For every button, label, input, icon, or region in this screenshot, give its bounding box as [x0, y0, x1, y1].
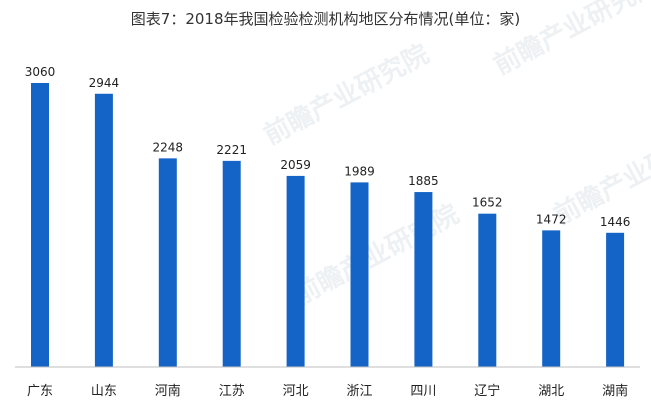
- bar-2: [94, 93, 113, 367]
- value-label: 1472: [536, 212, 567, 226]
- value-label: 2248: [153, 140, 184, 154]
- watermark-text: 前瞻产业研究院: [259, 38, 434, 151]
- category-label: 浙江: [346, 384, 372, 399]
- category-label: 湖南: [602, 383, 628, 399]
- bar-7: [414, 192, 433, 367]
- category-label: 河南: [155, 383, 181, 399]
- value-label: 3060: [25, 65, 56, 79]
- category-label: 四川: [410, 384, 436, 399]
- category-label: 湖北: [538, 384, 564, 399]
- value-label: 2944: [89, 76, 120, 90]
- bar-6: [350, 182, 369, 367]
- value-label: 2221: [216, 143, 247, 157]
- bar-1: [31, 83, 49, 367]
- bar-8: [478, 213, 497, 367]
- value-label: 2059: [280, 158, 311, 172]
- bars-group: 3060 广东 2944 山东 2248 河南 2221 江苏 2059 河北 1989 浙江 1885…: [25, 65, 631, 399]
- value-label: 1885: [408, 174, 439, 188]
- bar-4: [222, 160, 241, 367]
- category-label: 辽宁: [474, 383, 500, 399]
- chart-title: 图表7：2018年我国检验检测机构地区分布情况(单位：家): [130, 10, 521, 28]
- bar-9: [542, 230, 561, 367]
- value-label: 1989: [344, 164, 375, 178]
- bar-10: [606, 232, 625, 367]
- category-label: 河北: [283, 384, 309, 399]
- category-label: 广东: [27, 384, 53, 399]
- value-label: 1446: [600, 215, 631, 229]
- bar-5: [286, 175, 305, 367]
- watermark-text: 前瞻产业研究院: [489, 0, 651, 81]
- watermark-text: 前瞻产业研究院: [289, 198, 464, 311]
- value-label: 1652: [472, 196, 503, 210]
- category-label: 江苏: [219, 383, 245, 399]
- category-label: 山东: [91, 384, 117, 399]
- bar-3: [158, 158, 177, 367]
